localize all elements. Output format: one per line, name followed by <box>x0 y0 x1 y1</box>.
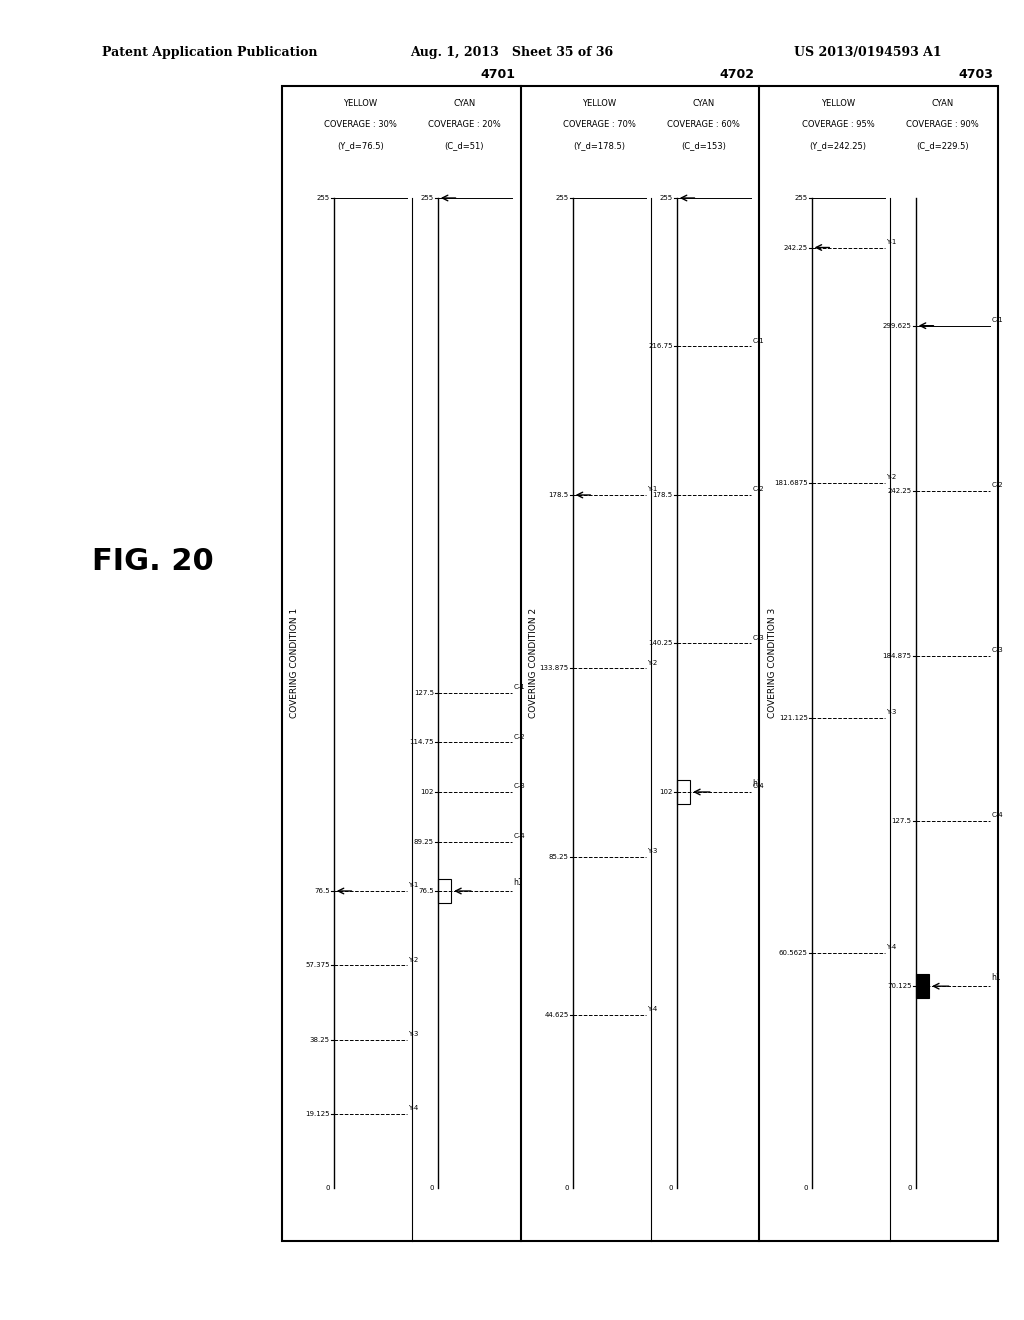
Text: COVERAGE : 95%: COVERAGE : 95% <box>802 120 874 129</box>
Text: Y-4: Y-4 <box>886 944 896 950</box>
Text: C-1: C-1 <box>753 338 764 343</box>
Text: 0: 0 <box>669 1185 673 1191</box>
Text: Y-2: Y-2 <box>409 957 419 962</box>
Text: CYAN: CYAN <box>931 99 953 108</box>
Text: 255: 255 <box>556 195 568 201</box>
Text: YELLOW: YELLOW <box>583 99 616 108</box>
Text: h1: h1 <box>991 973 1000 982</box>
Text: 242.25: 242.25 <box>783 244 808 251</box>
Text: Y-3: Y-3 <box>886 709 896 715</box>
Text: US 2013/0194593 A1: US 2013/0194593 A1 <box>795 46 942 59</box>
Text: 255: 255 <box>659 195 673 201</box>
Text: 89.25: 89.25 <box>414 838 434 845</box>
Text: Y-1: Y-1 <box>409 882 419 888</box>
Text: C-3: C-3 <box>991 647 1002 653</box>
Text: 121.125: 121.125 <box>778 714 808 721</box>
Text: Y-3: Y-3 <box>409 1031 419 1038</box>
Text: 85.25: 85.25 <box>549 854 568 861</box>
Text: 0: 0 <box>326 1185 330 1191</box>
Text: 178.5: 178.5 <box>549 492 568 498</box>
Text: C-4: C-4 <box>513 833 525 840</box>
Text: C-1: C-1 <box>991 317 1002 323</box>
Text: 0: 0 <box>803 1185 808 1191</box>
Text: 242.25: 242.25 <box>888 488 911 494</box>
Text: (C_d=229.5): (C_d=229.5) <box>915 141 969 150</box>
Text: 133.875: 133.875 <box>540 665 568 672</box>
Text: Y-1: Y-1 <box>886 239 896 244</box>
Text: Y-3: Y-3 <box>647 849 657 854</box>
Text: 216.75: 216.75 <box>648 343 673 350</box>
Text: 127.5: 127.5 <box>414 690 434 696</box>
Text: h1: h1 <box>753 779 762 788</box>
Text: Y-1: Y-1 <box>647 486 657 492</box>
Text: (Y_d=242.25): (Y_d=242.25) <box>810 141 866 150</box>
Text: C-2: C-2 <box>753 486 764 492</box>
Text: 38.25: 38.25 <box>309 1036 330 1043</box>
Text: 140.25: 140.25 <box>648 640 673 647</box>
Text: C-3: C-3 <box>513 783 525 789</box>
Text: 181.6875: 181.6875 <box>774 479 808 486</box>
Text: C-3: C-3 <box>753 635 764 640</box>
Text: CYAN: CYAN <box>454 99 475 108</box>
Text: C-1: C-1 <box>513 684 525 690</box>
Text: 60.5625: 60.5625 <box>778 950 808 956</box>
Text: COVERAGE : 20%: COVERAGE : 20% <box>428 120 501 129</box>
Text: 299.625: 299.625 <box>883 322 911 329</box>
Text: 0: 0 <box>564 1185 568 1191</box>
Text: (C_d=51): (C_d=51) <box>444 141 484 150</box>
Text: 76.5: 76.5 <box>418 888 434 894</box>
Text: Y-2: Y-2 <box>886 474 896 480</box>
Text: COVERAGE : 30%: COVERAGE : 30% <box>324 120 396 129</box>
Text: 57.375: 57.375 <box>305 962 330 969</box>
Text: COVERAGE : 60%: COVERAGE : 60% <box>667 120 739 129</box>
Text: CYAN: CYAN <box>692 99 715 108</box>
Text: 184.875: 184.875 <box>883 653 911 659</box>
Text: COVERING CONDITION 3: COVERING CONDITION 3 <box>768 609 777 718</box>
Text: COVERING CONDITION 2: COVERING CONDITION 2 <box>529 609 539 718</box>
Text: 19.125: 19.125 <box>305 1110 330 1117</box>
Text: Y-4: Y-4 <box>647 1006 657 1012</box>
Text: Patent Application Publication: Patent Application Publication <box>102 46 317 59</box>
Text: (C_d=153): (C_d=153) <box>681 141 726 150</box>
Text: COVERAGE : 90%: COVERAGE : 90% <box>906 120 979 129</box>
Text: 127.5: 127.5 <box>892 818 911 824</box>
Text: 4703: 4703 <box>958 67 993 81</box>
Text: COVERING CONDITION 1: COVERING CONDITION 1 <box>291 609 299 718</box>
Text: (Y_d=178.5): (Y_d=178.5) <box>573 141 626 150</box>
Text: Aug. 1, 2013   Sheet 35 of 36: Aug. 1, 2013 Sheet 35 of 36 <box>411 46 613 59</box>
Text: (Y_d=76.5): (Y_d=76.5) <box>337 141 384 150</box>
Text: C-4: C-4 <box>991 812 1002 818</box>
Text: 0: 0 <box>429 1185 434 1191</box>
Text: 76.5: 76.5 <box>314 888 330 894</box>
Text: FIG. 20: FIG. 20 <box>92 546 214 576</box>
Text: 70.125: 70.125 <box>887 983 911 989</box>
Text: 4701: 4701 <box>480 67 515 81</box>
Text: 255: 255 <box>421 195 434 201</box>
Text: 44.625: 44.625 <box>545 1011 568 1018</box>
Text: 0: 0 <box>907 1185 911 1191</box>
Text: C-4: C-4 <box>753 783 764 789</box>
Text: 4702: 4702 <box>719 67 755 81</box>
Text: C-2: C-2 <box>513 734 525 739</box>
Text: COVERAGE : 70%: COVERAGE : 70% <box>563 120 636 129</box>
Text: C-2: C-2 <box>991 482 1002 488</box>
Text: 255: 255 <box>316 195 330 201</box>
Text: Y-4: Y-4 <box>409 1105 419 1111</box>
Text: 114.75: 114.75 <box>410 739 434 746</box>
Text: 102: 102 <box>421 789 434 795</box>
Text: YELLOW: YELLOW <box>821 99 855 108</box>
Text: h1: h1 <box>513 878 523 887</box>
Text: YELLOW: YELLOW <box>343 99 377 108</box>
Text: 255: 255 <box>795 195 808 201</box>
Text: 178.5: 178.5 <box>652 492 673 498</box>
Text: Y-2: Y-2 <box>647 660 657 665</box>
Text: 102: 102 <box>659 789 673 795</box>
